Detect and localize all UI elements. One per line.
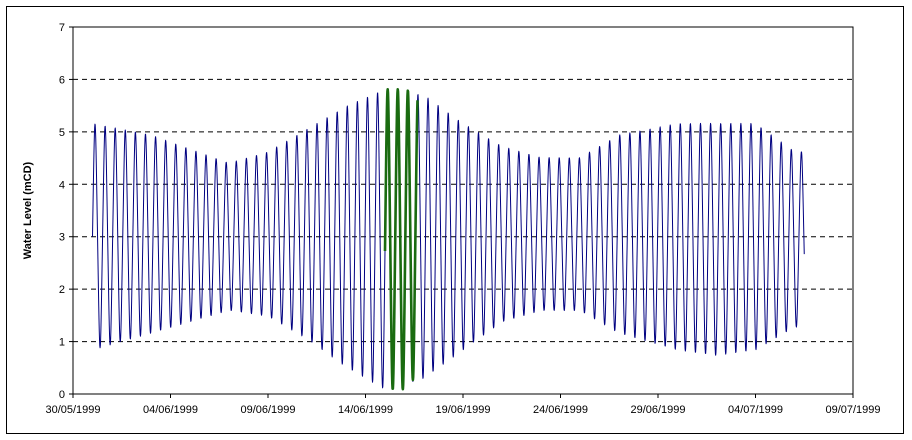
x-tick-label: 09/07/1999 <box>825 404 880 416</box>
x-tick-label: 29/06/1999 <box>630 404 685 416</box>
x-tick-label: 04/06/1999 <box>143 404 198 416</box>
y-tick-label: 0 <box>59 389 65 401</box>
x-tick-label: 04/07/1999 <box>728 404 783 416</box>
y-tick-label: 7 <box>59 22 65 34</box>
series-layer <box>92 88 805 391</box>
y-tick-label: 2 <box>59 284 65 296</box>
x-tick-label: 19/06/1999 <box>435 404 490 416</box>
y-tick-label: 1 <box>59 337 65 349</box>
y-axis-title: Water Level (mCD) <box>22 161 34 259</box>
series-water-level-line <box>92 89 805 389</box>
series-highlight-line <box>383 88 419 391</box>
y-tick-label: 6 <box>59 74 65 86</box>
y-axis: 0 1 2 3 4 5 6 7 <box>59 22 73 401</box>
x-tick-label: 30/05/1999 <box>45 404 100 416</box>
y-tick-label: 5 <box>59 127 65 139</box>
x-tick-label: 24/06/1999 <box>533 404 588 416</box>
y-tick-label: 3 <box>59 232 65 244</box>
x-tick-label: 14/06/1999 <box>338 404 393 416</box>
x-axis: 30/05/1999 04/06/1999 09/06/1999 14/06/1999… <box>45 394 881 416</box>
plot-area <box>72 26 854 395</box>
y-tick-label: 4 <box>59 179 65 191</box>
x-tick-label: 09/06/1999 <box>240 404 295 416</box>
water-level-chart: 0 1 2 3 4 5 6 7 30/05/1999 04/06/1999 09/06/1999 1… <box>22 22 881 416</box>
chart-frame: 0 1 2 3 4 5 6 7 30/05/1999 04/06/1999 09/06/1999 1… <box>6 6 904 434</box>
